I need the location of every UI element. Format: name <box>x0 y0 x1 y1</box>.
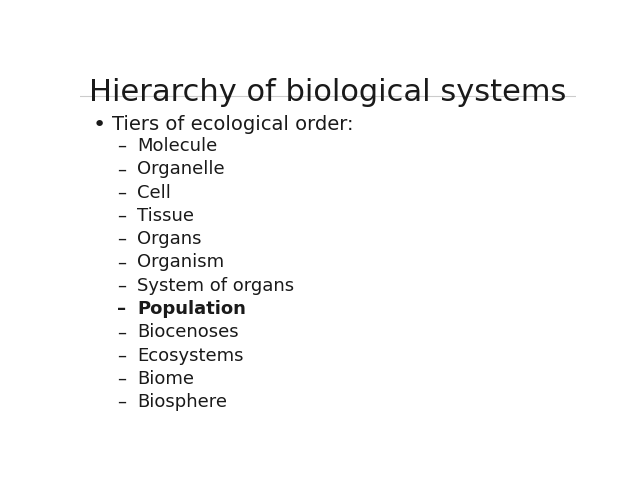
Text: Biome: Biome <box>137 370 194 388</box>
Text: Organism: Organism <box>137 253 224 272</box>
Text: Population: Population <box>137 300 246 318</box>
Text: Molecule: Molecule <box>137 137 218 155</box>
Text: Organs: Organs <box>137 230 202 248</box>
Text: Biosphere: Biosphere <box>137 393 227 411</box>
Text: –: – <box>117 347 126 365</box>
Text: Ecosystems: Ecosystems <box>137 347 244 365</box>
Text: –: – <box>117 207 126 225</box>
Text: Cell: Cell <box>137 184 171 202</box>
Text: –: – <box>117 324 126 341</box>
Text: •: • <box>92 115 106 135</box>
Text: –: – <box>117 137 126 155</box>
Text: –: – <box>117 184 126 202</box>
Text: –: – <box>117 160 126 179</box>
Text: –: – <box>117 300 126 318</box>
Text: Tissue: Tissue <box>137 207 194 225</box>
Text: –: – <box>117 393 126 411</box>
Text: System of organs: System of organs <box>137 277 294 295</box>
Text: –: – <box>117 277 126 295</box>
Text: –: – <box>117 370 126 388</box>
Text: Organelle: Organelle <box>137 160 225 179</box>
Text: Tiers of ecological order:: Tiers of ecological order: <box>112 115 354 134</box>
Text: –: – <box>117 230 126 248</box>
Text: –: – <box>117 253 126 272</box>
Text: Hierarchy of biological systems: Hierarchy of biological systems <box>90 78 566 107</box>
Text: Biocenoses: Biocenoses <box>137 324 239 341</box>
